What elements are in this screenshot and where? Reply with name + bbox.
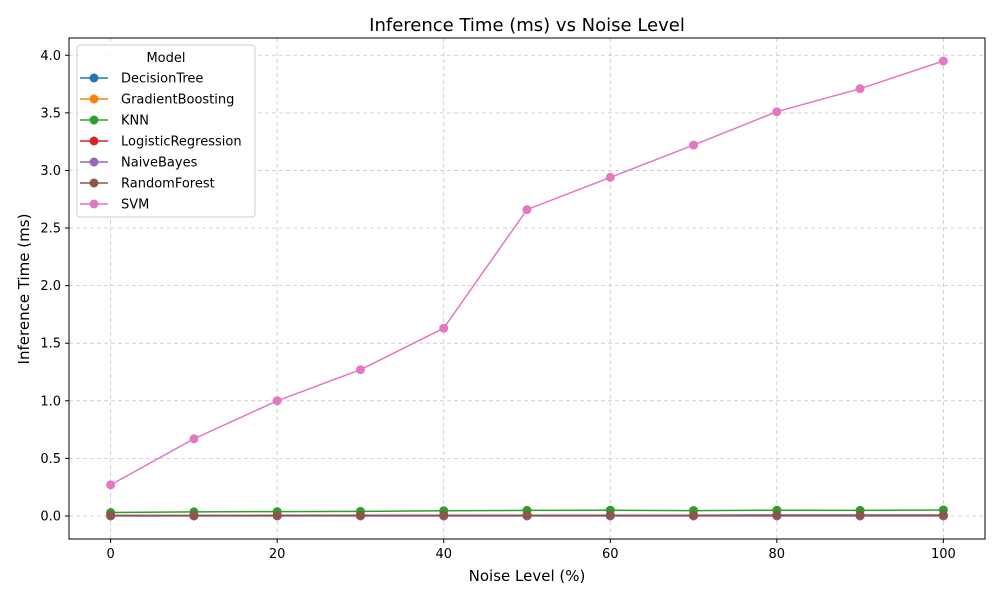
y-tick-label: 0.5 (40, 452, 61, 467)
x-tick-label: 40 (435, 547, 452, 562)
legend-entry-svm: SVM (80, 198, 149, 213)
x-tick-label: 80 (769, 547, 786, 562)
legend-label-naivebayes: NaiveBayes (121, 156, 198, 171)
data-point-randomforest (355, 510, 365, 520)
legend-entry-decisiontree: DecisionTree (80, 72, 203, 87)
legend-marker-svm (89, 199, 99, 209)
legend-entry-knn: KNN (80, 114, 149, 129)
data-point-svm (522, 205, 532, 215)
data-point-randomforest (938, 510, 948, 520)
data-point-randomforest (522, 510, 532, 520)
data-point-svm (439, 323, 449, 333)
data-point-svm (189, 434, 199, 444)
legend-title: Model (146, 51, 185, 66)
legend: Model DecisionTree GradientBoosting KNN Log… (76, 44, 256, 218)
y-tick-label: 2.0 (40, 279, 61, 294)
x-axis-title: Noise Level (%) (469, 567, 586, 585)
legend-frame (76, 44, 256, 218)
x-tick-label: 60 (602, 547, 619, 562)
chart-title: Inference Time (ms) vs Noise Level (369, 15, 685, 36)
data-point-randomforest (189, 510, 199, 520)
x-tick-label: 20 (269, 547, 286, 562)
data-point-randomforest (272, 510, 282, 520)
plot-frame (68, 37, 986, 540)
x-tick-label: 100 (931, 547, 956, 562)
legend-items: DecisionTree GradientBoosting KNN LogisticR… (80, 72, 242, 213)
grid-layer (69, 38, 985, 539)
data-point-svm (689, 140, 699, 150)
y-tick-label: 0.0 (40, 509, 61, 524)
axes-layer: 0 20 40 60 80 100 0.0 0.5 1.0 1.5 2.0 2.5 3.0 3.5 4.0 (40, 37, 986, 562)
legend-label-randomforest: RandomForest (121, 177, 215, 192)
legend-marker-knn (89, 115, 99, 125)
data-point-svm (605, 172, 615, 182)
legend-label-decisiontree: DecisionTree (121, 72, 203, 87)
legend-marker-gradientboosting (89, 94, 99, 104)
data-point-svm (938, 56, 948, 66)
series-randomforest (106, 510, 948, 520)
legend-label-knn: KNN (121, 114, 149, 129)
legend-marker-randomforest (89, 178, 99, 188)
data-point-randomforest (772, 510, 782, 520)
legend-marker-logisticregression (89, 136, 99, 146)
y-tick-label: 3.0 (40, 164, 61, 179)
legend-entry-logisticregression: LogisticRegression (80, 135, 242, 150)
legend-entry-randomforest: RandomForest (80, 177, 215, 192)
data-point-randomforest (855, 510, 865, 520)
legend-label-gradientboosting: GradientBoosting (121, 93, 234, 108)
data-point-svm (855, 84, 865, 94)
y-tick-label: 3.5 (40, 106, 61, 121)
data-point-svm (772, 107, 782, 117)
data-point-svm (355, 365, 365, 375)
legend-entry-gradientboosting: GradientBoosting (80, 93, 234, 108)
data-point-svm (106, 480, 116, 490)
x-tick-label: 0 (106, 547, 114, 562)
legend-label-logisticregression: LogisticRegression (121, 135, 242, 150)
legend-entry-naivebayes: NaiveBayes (80, 156, 198, 171)
y-tick-label: 2.5 (40, 222, 61, 237)
legend-label-svm: SVM (121, 198, 149, 213)
y-axis-title: Inference Time (ms) (15, 214, 33, 365)
y-tick-label: 4.0 (40, 49, 61, 64)
data-point-svm (272, 396, 282, 406)
data-point-randomforest (689, 510, 699, 520)
legend-marker-decisiontree (89, 73, 99, 83)
data-point-randomforest (605, 510, 615, 520)
y-tick-label: 1.0 (40, 394, 61, 409)
legend-marker-naivebayes (89, 157, 99, 167)
data-point-randomforest (439, 510, 449, 520)
data-point-randomforest (106, 510, 116, 520)
y-tick-label: 1.5 (40, 337, 61, 352)
series-layer (106, 56, 948, 521)
series-svm (106, 56, 948, 490)
